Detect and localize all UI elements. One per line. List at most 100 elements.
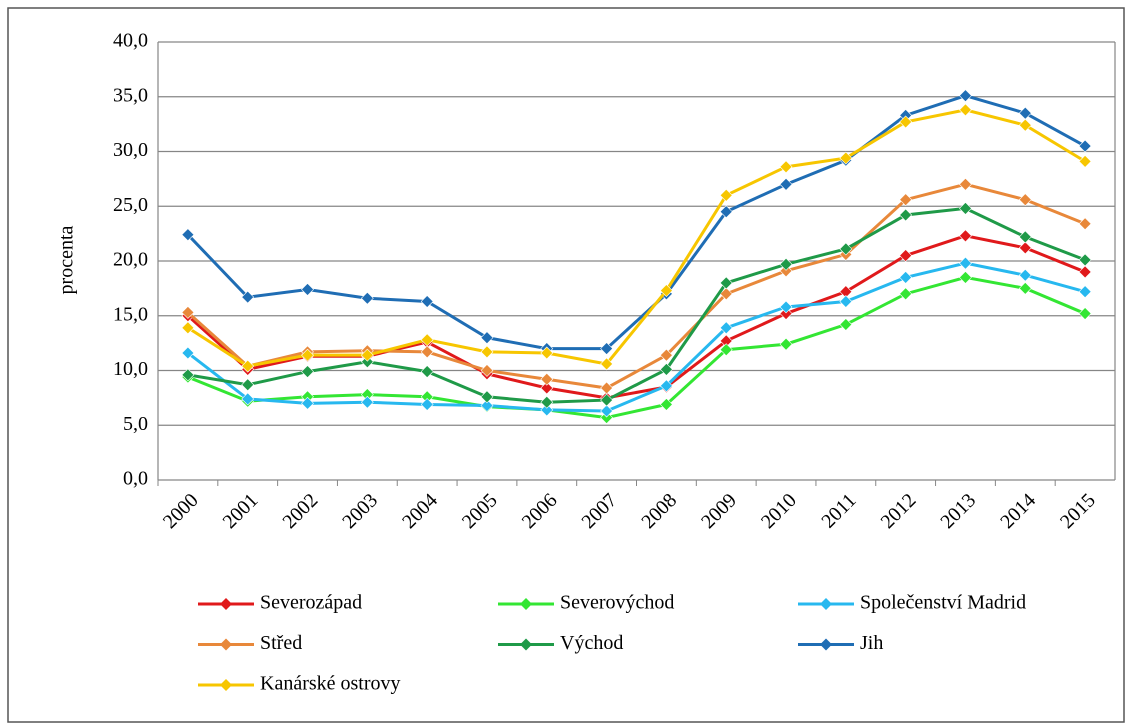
data-point [779,307,793,320]
data-point [899,271,913,284]
data-point [301,365,314,379]
data-point [181,228,195,242]
data-point [719,287,733,301]
data-point [779,257,793,271]
data-point [779,264,793,278]
data-point [659,379,673,393]
data-point [360,355,374,369]
data-point [839,318,853,331]
data-point [420,333,434,347]
data-point [1018,193,1032,207]
y-tick-label: 40,0 [113,30,148,52]
y-tick-label: 25,0 [113,194,148,216]
series-line [187,275,1086,420]
y-tick-label: 35,0 [113,84,148,106]
series-line [186,182,1086,390]
y-axis-label: procenta [56,225,78,294]
data-point [540,372,554,386]
y-tick-label: 5,0 [123,413,148,435]
data-point [1018,118,1032,132]
legend-marker [520,598,532,610]
legend-marker [820,598,832,610]
data-point [899,249,913,262]
data-point [600,404,614,418]
legend-marker [220,638,232,651]
data-point [779,300,793,314]
data-point [1078,217,1092,231]
data-point [719,205,733,219]
data-point [899,287,913,301]
data-point [540,381,554,395]
data-point [181,321,195,335]
data-point [1078,307,1092,320]
legend-marker [520,638,532,651]
data-point [659,284,673,297]
data-point [600,411,614,425]
data-point [719,276,733,290]
data-point [959,103,972,117]
data-point [719,188,733,202]
data-point [839,242,853,256]
data-point [1018,281,1032,295]
data-point [1078,154,1092,168]
legend-label: Kanárské ostrovy [260,673,401,695]
data-point [1078,253,1092,267]
series-line [186,94,1086,351]
data-point [839,295,853,308]
series-line [187,206,1086,404]
data-point [1078,265,1092,279]
legend-label: Společenství Madrid [860,592,1026,614]
y-tick-label: 0,0 [123,468,148,490]
y-tick-label: 15,0 [113,303,148,325]
data-point [899,115,913,129]
data-point [1018,241,1032,255]
series-line [187,108,1086,368]
data-point [959,229,972,243]
data-point [959,256,972,270]
data-point [360,348,374,362]
data-point [181,368,195,382]
data-point [420,365,434,379]
legend-marker [820,638,832,651]
data-point [899,193,913,207]
legend-marker [220,679,232,691]
data-point [540,395,554,409]
data-point [420,398,434,411]
data-point [600,393,614,407]
data-point [899,208,913,222]
data-point [959,271,972,284]
data-point [659,398,673,411]
data-point [301,283,314,296]
data-point [480,390,494,404]
data-point [181,346,195,360]
data-point [241,290,255,304]
y-tick-label: 20,0 [113,249,148,271]
data-point [420,295,434,308]
legend-marker [220,598,232,610]
data-point [1018,268,1032,282]
data-point [659,362,673,376]
data-point [959,202,972,215]
data-point [1078,285,1092,299]
legend-label: Severovýchod [560,592,674,614]
data-point [480,364,494,377]
data-point [241,378,255,392]
legend-label: Východ [560,632,623,654]
data-point [719,321,733,335]
data-point [540,346,554,360]
data-point [1078,139,1092,153]
data-point [241,392,255,406]
data-point [659,348,673,362]
data-point [779,160,793,174]
data-point [1018,230,1032,244]
data-point [480,345,494,359]
legend-label: Střed [260,632,302,654]
data-point [600,342,614,356]
data-point [420,345,434,359]
data-point [779,177,793,191]
data-point [480,331,494,345]
series-line [186,261,1086,413]
chart-frame [7,7,1125,723]
data-point [600,357,614,371]
